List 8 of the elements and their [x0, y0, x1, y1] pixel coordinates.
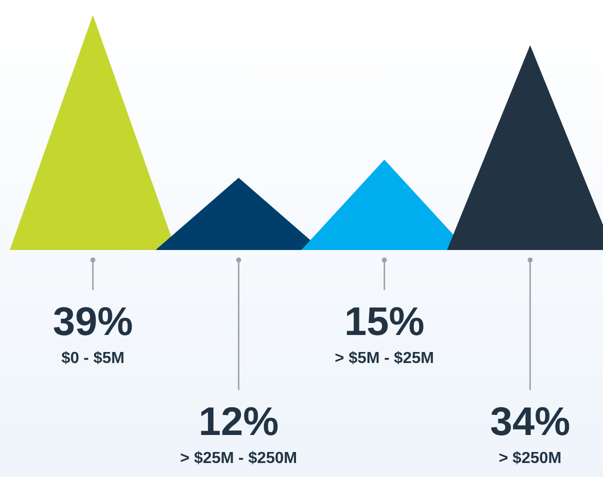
data-label: 12% [198, 400, 279, 444]
category-label: > $25M - $250M [180, 450, 298, 467]
category-label: > $250M [498, 450, 562, 467]
data-label: 34% [490, 400, 570, 444]
data-label: 15% [344, 300, 424, 344]
data-label: 39% [52, 300, 133, 344]
category-label: > $5M - $25M [334, 350, 434, 367]
category-label: $0 - $5M [61, 350, 124, 367]
